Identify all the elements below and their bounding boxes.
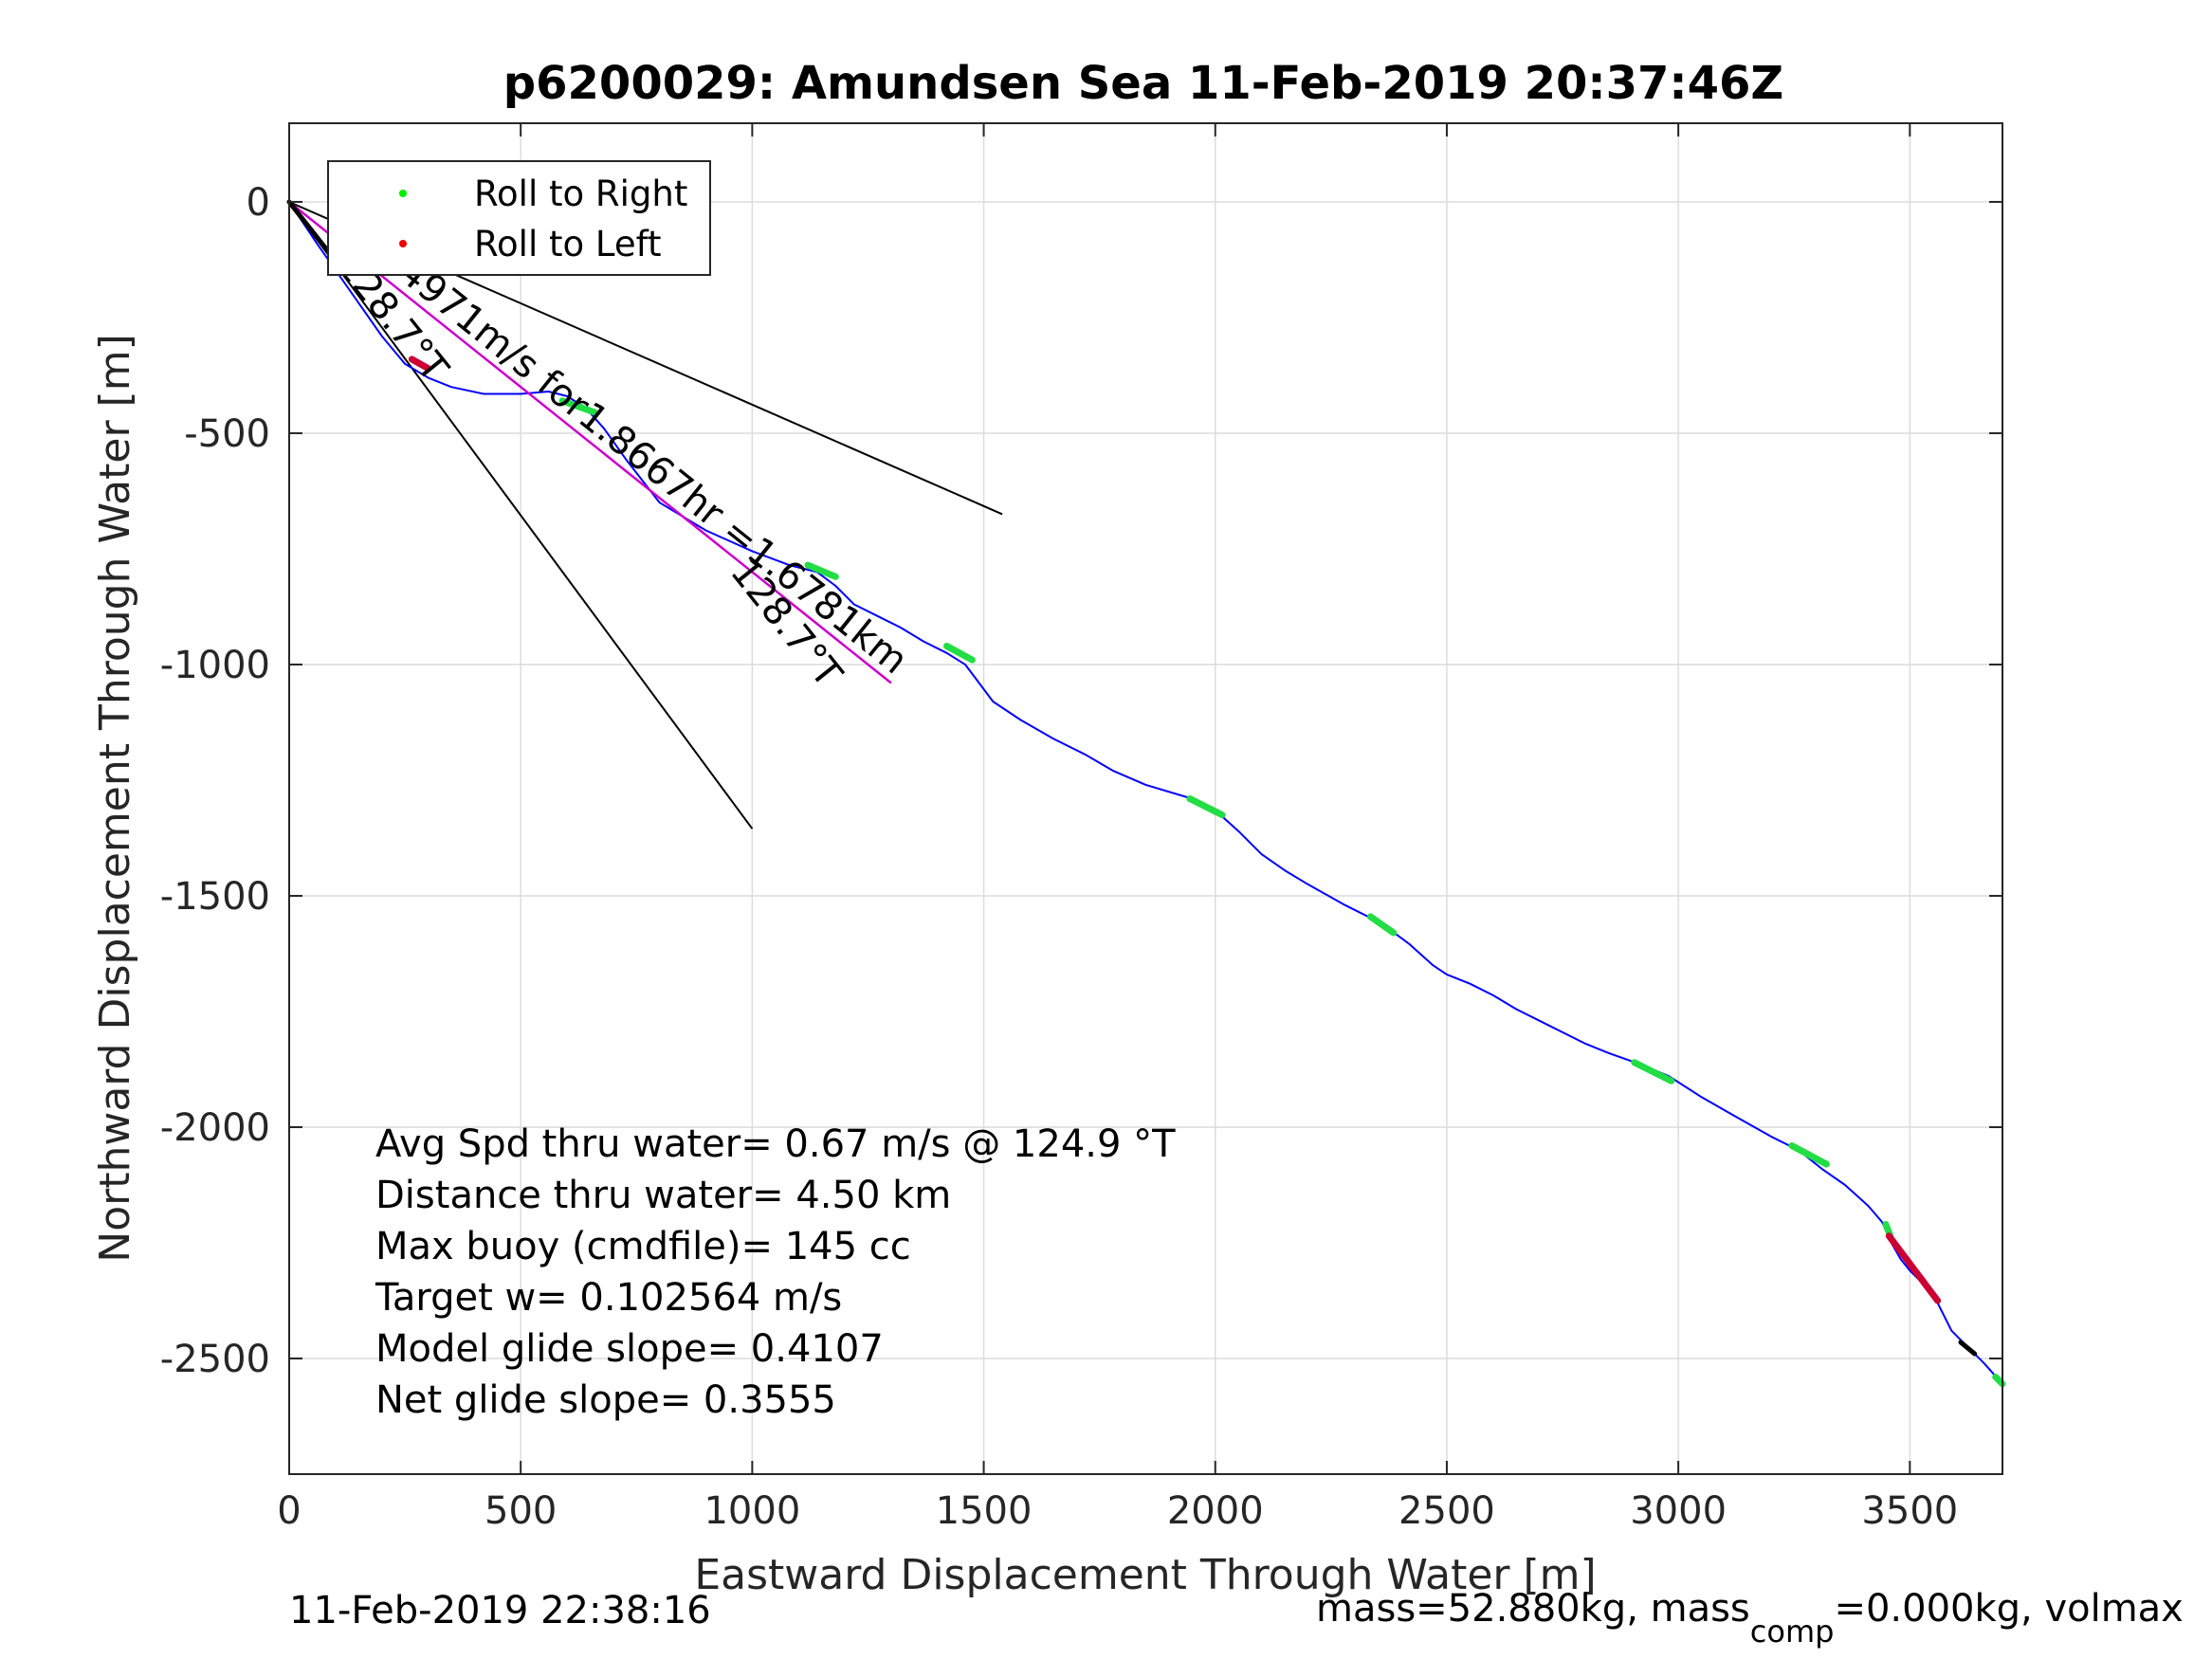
roll-right-segment [558,397,598,416]
legend-label-roll-right: Roll to Right [474,173,687,214]
x-axis-ticks: 0 500 1000 1500 2000 2500 3000 3500 [277,123,1958,1533]
y-tick-label: 0 [247,181,270,225]
roll-right-segment [1186,795,1226,819]
x-tick-label: 2000 [1167,1489,1264,1533]
y-tick-label: -1500 [160,875,270,919]
chart-title: p6200029: Amundsen Sea 11-Feb-2019 20:37… [503,57,1783,110]
x-tick-label: 3500 [1861,1489,1958,1533]
legend-box [327,160,711,276]
y-axis-ticks: 0 -500 -1000 -1500 -2000 -2500 [160,181,2002,1381]
footer-mass-info: mass=52.880kg, masscomp=0.000kg, volmax [1316,1587,2184,1650]
stat-target-w: Target w= 0.102564 m/s [375,1276,842,1320]
x-tick-label: 2500 [1398,1489,1495,1533]
black-track-segment [1958,1340,1978,1357]
track-line [288,201,2003,1385]
roll-right-segment [1992,1374,2006,1388]
roll-right-segment [804,561,839,580]
legend: Roll to Right Roll to Left [327,160,711,276]
stat-max-buoy: Max buoy (cmdfile)= 145 cc [375,1225,911,1268]
legend-marker-roll-left [399,240,407,247]
roll-left-segment [408,356,431,373]
x-tick-label: 1500 [936,1489,1033,1533]
series-layer [286,199,2006,1388]
grid [288,123,2002,1474]
stats-box: Avg Spd thru water= 0.67 m/s @ 124.9 °T … [375,1122,1176,1422]
legend-marker-roll-right [399,190,407,197]
x-tick-label: 0 [277,1489,301,1533]
y-tick-label: -2000 [160,1106,270,1150]
net-displacement-line [288,201,892,684]
footer-mass-subscript: comp [1750,1613,1835,1650]
legend-label-roll-left: Roll to Left [474,224,662,264]
roll-right-segment [943,643,976,664]
y-axis-label: Northward Displacement Through Water [m] [91,334,139,1262]
annotations: 0.24971m/s for1.8667hr =1.6781km128.7°T1… [328,212,916,696]
roll-right-segment [1631,1059,1675,1085]
stat-model-glide: Model glide slope= 0.4107 [375,1327,884,1371]
roll-left-segment [1885,1232,1942,1304]
heading-line [288,201,754,830]
x-tick-label: 3000 [1630,1489,1727,1533]
x-axis-label: Eastward Displacement Through Water [m] [694,1551,1596,1599]
roll-right-segment [1366,913,1398,937]
plot-frame [288,122,2003,1475]
y-tick-label: -2500 [160,1338,270,1381]
x-tick-label: 1000 [704,1489,800,1533]
x-tick-label: 500 [484,1489,557,1533]
y-tick-label: -1000 [160,644,270,687]
stat-avg-speed: Avg Spd thru water= 0.67 m/s @ 124.9 °T [375,1122,1176,1166]
footer-mass-prefix: mass=52.880kg, mass [1316,1587,1750,1631]
y-tick-label: -500 [184,412,270,456]
stat-net-glide: Net glide slope= 0.3555 [375,1378,836,1422]
footer-timestamp: 11-Feb-2019 22:38:16 [289,1589,711,1632]
net-speed-annotation: 0.24971m/s for1.8667hr =1.6781km [343,212,916,683]
roll-right-segment [1788,1142,1830,1168]
stat-distance: Distance thru water= 4.50 km [375,1174,951,1217]
footer-mass-suffix: =0.000kg, volmax [1834,1587,2183,1631]
